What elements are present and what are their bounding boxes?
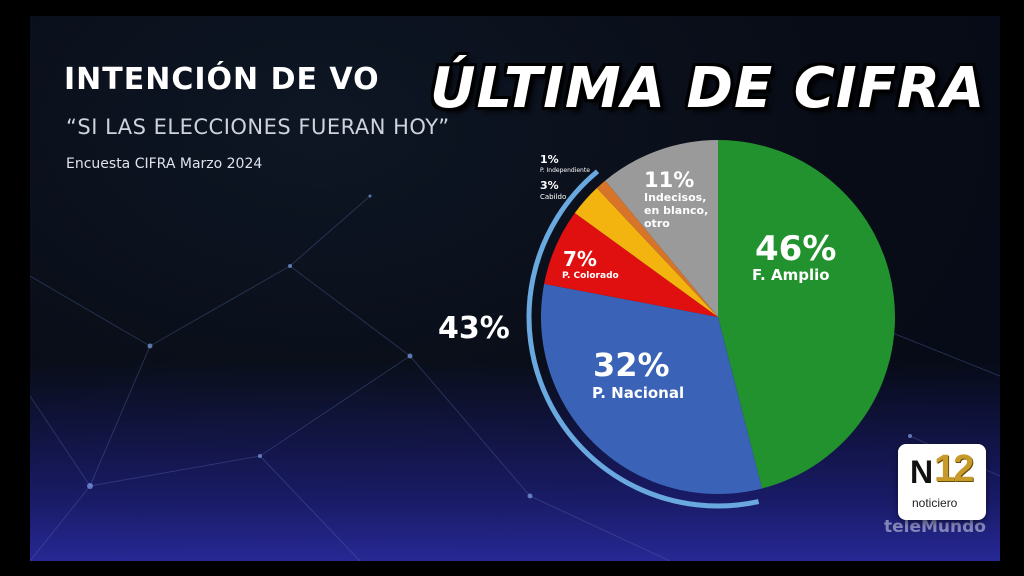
slice-label-ca-pct: 3% xyxy=(540,179,559,192)
slice-label-pc-pct: 7% xyxy=(563,247,597,271)
coalition-arc xyxy=(526,169,760,509)
coalition-label: 43% xyxy=(438,311,510,346)
slice-label-pn-pct: 32% xyxy=(593,346,670,384)
logo-subtitle: noticiero xyxy=(912,496,958,510)
slice-label-pn-name: P. Nacional xyxy=(592,384,684,402)
slice-label-pi-pct: 1% xyxy=(540,153,559,166)
slice-label-pc-name: P. Colorado xyxy=(562,271,619,281)
logo-n-letter: N xyxy=(910,454,933,490)
pie-slice-pc xyxy=(544,212,718,317)
network-background xyxy=(30,194,1000,561)
headline-overlay: ÚLTIMA DE CIFRA xyxy=(430,56,986,121)
pie-slice-pn xyxy=(540,283,763,495)
pie-slice-fa xyxy=(718,140,896,489)
n12-logo: N 12 noticiero xyxy=(898,444,986,520)
logo-12-digits: 12 xyxy=(934,448,974,490)
slice-label-ind-name-2: en blanco, xyxy=(644,204,708,217)
slice-label-ind-name-1: Indecisos, xyxy=(644,191,706,204)
chart-subtitle: “SI LAS ELECCIONES FUERAN HOY” xyxy=(66,115,450,139)
slice-label-fa-pct: 46% xyxy=(755,229,836,269)
pie-slice-ind xyxy=(605,140,718,317)
slice-label-pi-name: P. Independiente xyxy=(540,167,590,174)
pie-slice-ca xyxy=(574,187,718,317)
slice-label-ca-name: Cabildo xyxy=(540,193,566,201)
survey-source: Encuesta CIFRA Marzo 2024 xyxy=(66,156,263,172)
chart-title: INTENCIÓN DE VO xyxy=(64,62,380,97)
slice-label-ind-name-3: otro xyxy=(644,217,670,230)
slice-label-fa-name: F. Amplio xyxy=(752,266,830,284)
slice-label-ind-pct: 11% xyxy=(644,168,694,192)
channel-watermark: teleMundo xyxy=(884,517,986,537)
pie-slice-pi xyxy=(596,180,718,317)
